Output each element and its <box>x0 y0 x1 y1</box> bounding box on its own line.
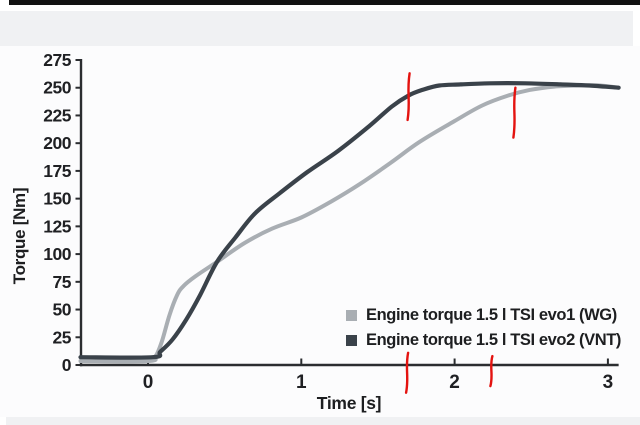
y-tick-label: 25 <box>53 327 72 347</box>
y-tick-label: 275 <box>43 50 71 70</box>
series-curve-evo1-wg <box>78 83 621 364</box>
evo2-swatch <box>346 335 357 346</box>
legend-label-evo2: Engine torque 1.5 l TSI evo2 (VNT) <box>366 331 622 349</box>
x-tick-label: 2 <box>449 372 460 393</box>
legend-item-evo2: Engine torque 1.5 l TSI evo2 (VNT) <box>346 328 621 353</box>
red-annotation-red-tick-on-axis-3 <box>404 351 410 394</box>
legend: Engine torque 1.5 l TSI evo1 (WG) Engine… <box>346 303 621 353</box>
x-axis-title: Time [s] <box>316 393 382 413</box>
red-annotation-red-tick-on-axis-4 <box>489 354 494 388</box>
y-tick-label: 0 <box>62 355 72 375</box>
footer-band <box>6 417 640 425</box>
y-tick-label: 150 <box>43 189 71 209</box>
y-tick-label: 125 <box>43 216 71 236</box>
y-tick-label: 175 <box>43 161 71 181</box>
series-curve-evo2-vnt <box>78 81 621 360</box>
legend-label-evo1: Engine torque 1.5 l TSI evo1 (WG) <box>366 306 617 324</box>
y-tick-label: 100 <box>43 244 71 264</box>
top-black-bar <box>9 0 640 5</box>
y-axis-title: Torque [Nm] <box>10 187 29 285</box>
header-band <box>0 11 633 46</box>
chart-background <box>0 46 640 417</box>
y-tick-label: 250 <box>43 78 71 98</box>
x-tick-label: 0 <box>143 372 154 393</box>
evo1-swatch <box>346 310 357 321</box>
y-tick-label: 50 <box>53 300 72 320</box>
red-annotation-red-tick-on-curve-2 <box>512 86 517 139</box>
y-tick-label: 75 <box>53 272 72 292</box>
red-annotation-red-tick-on-curve-1 <box>406 72 411 122</box>
y-tick-label: 200 <box>43 133 71 153</box>
legend-item-evo1: Engine torque 1.5 l TSI evo1 (WG) <box>346 303 621 328</box>
y-tick-label: 225 <box>43 105 71 125</box>
x-tick-label: 1 <box>296 372 307 393</box>
x-tick-label: 3 <box>603 372 614 393</box>
